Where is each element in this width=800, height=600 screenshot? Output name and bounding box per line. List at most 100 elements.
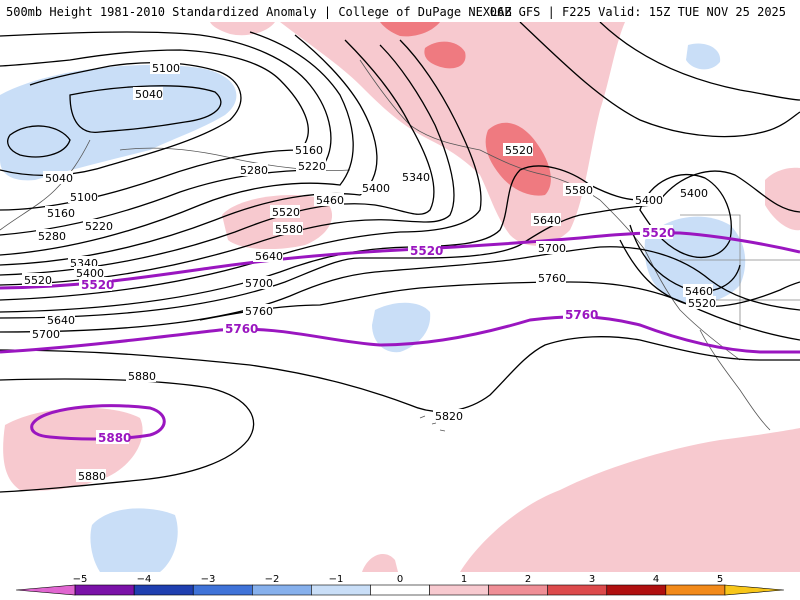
contour-5460 bbox=[0, 44, 455, 286]
contour-5760-black bbox=[199, 281, 800, 341]
contour-label: 5400 bbox=[633, 193, 663, 207]
svg-text:5520: 5520 bbox=[505, 144, 533, 157]
contour-label: 5160 bbox=[293, 143, 323, 157]
colorbar-swatch bbox=[192, 584, 253, 596]
svg-text:5520: 5520 bbox=[272, 206, 300, 219]
colorbar-tick: −1 bbox=[329, 574, 344, 585]
colorbar-swatch bbox=[606, 584, 667, 596]
contour-upper-right-1 bbox=[599, 22, 800, 101]
contour-5100 bbox=[0, 61, 242, 177]
positive-anomaly-region bbox=[765, 167, 800, 231]
contour-label: 5220 bbox=[296, 159, 326, 173]
contour-label: 5640 bbox=[253, 249, 283, 263]
svg-text:5280: 5280 bbox=[240, 164, 268, 177]
svg-text:5460: 5460 bbox=[316, 194, 344, 207]
contour-label: 5520 bbox=[686, 296, 716, 310]
contour-label: 5880 bbox=[126, 369, 156, 383]
purple-contour-5760 bbox=[0, 315, 800, 354]
svg-text:5160: 5160 bbox=[47, 207, 75, 220]
svg-text:5700: 5700 bbox=[245, 277, 273, 290]
highlight-contour-labels: 5520 5520 5520 5760 5760 5880 bbox=[79, 225, 675, 445]
svg-text:5100: 5100 bbox=[152, 62, 180, 75]
svg-text:5160: 5160 bbox=[295, 144, 323, 157]
contour-label: 5700 bbox=[536, 241, 566, 255]
highlight-label: 5520 bbox=[640, 225, 675, 240]
colorbar-tick: 3 bbox=[589, 574, 595, 585]
svg-text:5580: 5580 bbox=[275, 223, 303, 236]
purple-contour-5880 bbox=[30, 404, 166, 441]
contour-label: 5820 bbox=[433, 409, 463, 423]
colorbar-tick: 0 bbox=[397, 574, 403, 585]
colorbar-swatch bbox=[252, 584, 312, 596]
colorbar-ticks: −5 −4 −3 −2 −1 0 1 2 3 4 5 bbox=[73, 574, 724, 585]
svg-text:5340: 5340 bbox=[402, 171, 430, 184]
svg-text:5220: 5220 bbox=[298, 160, 326, 173]
svg-text:5520: 5520 bbox=[24, 274, 52, 287]
colorbar-tick: −5 bbox=[73, 574, 88, 585]
asia-coast bbox=[0, 139, 91, 231]
contour-label: 5340 bbox=[400, 170, 430, 184]
strong-positive-anomaly-region bbox=[424, 41, 466, 69]
svg-text:5400: 5400 bbox=[680, 187, 708, 200]
positive-anomaly-region bbox=[460, 428, 800, 572]
colorbar-swatch bbox=[724, 584, 785, 596]
contour-label: 5100 bbox=[150, 61, 180, 75]
contour-label: 5580 bbox=[273, 222, 303, 236]
strong-positive-anomaly-region bbox=[485, 122, 551, 196]
svg-text:5700: 5700 bbox=[538, 242, 566, 255]
colorbar-swatch bbox=[15, 584, 76, 596]
highlight-label: 5520 bbox=[79, 277, 114, 292]
svg-text:5700: 5700 bbox=[32, 328, 60, 341]
contour-5400 bbox=[0, 39, 435, 276]
svg-text:5760: 5760 bbox=[225, 322, 258, 336]
alaska-coast bbox=[359, 59, 601, 201]
contour-label: 5460 bbox=[314, 193, 344, 207]
svg-text:5400: 5400 bbox=[76, 267, 104, 280]
negative-anomaly-region bbox=[686, 43, 721, 70]
svg-text:5100: 5100 bbox=[70, 191, 98, 204]
contour-label: 5640 bbox=[531, 213, 561, 227]
valid-time: 06Z GFS | F225 Valid: 15Z TUE NOV 25 202… bbox=[489, 5, 786, 19]
positive-anomaly-region bbox=[210, 22, 275, 36]
north-america-coast bbox=[599, 199, 741, 361]
strong-positive-anomaly-region bbox=[380, 22, 440, 37]
contour-label: 5880 bbox=[76, 469, 106, 483]
contour-label: 5400 bbox=[360, 181, 390, 195]
colorbar-tick: −3 bbox=[201, 574, 216, 585]
contour-upper-right-2 bbox=[519, 22, 800, 138]
highlight-label: 5880 bbox=[96, 430, 131, 445]
negative-anomaly-region bbox=[372, 302, 431, 353]
colorbar-swatch bbox=[311, 584, 371, 596]
svg-text:5820: 5820 bbox=[435, 410, 463, 423]
contour-label: 5520 bbox=[22, 273, 52, 287]
contour-label: 5100 bbox=[68, 190, 98, 204]
colorbar-swatch bbox=[488, 584, 548, 596]
contour-5520 bbox=[0, 39, 482, 301]
height-contours bbox=[0, 22, 800, 493]
colorbar-swatch bbox=[547, 584, 608, 596]
contour-label: 5220 bbox=[83, 219, 113, 233]
colorbar-tick: −4 bbox=[137, 574, 152, 585]
negative-anomaly-region bbox=[90, 508, 178, 572]
highlight-label: 5760 bbox=[563, 307, 598, 322]
contour-label: 5460 bbox=[683, 284, 713, 298]
colorbar-swatch bbox=[429, 584, 489, 596]
contour-5280 bbox=[0, 31, 354, 256]
colorbar-tick: 5 bbox=[717, 574, 723, 585]
svg-text:5520: 5520 bbox=[688, 297, 716, 310]
highlight-label: 5520 bbox=[408, 243, 443, 258]
contour-label: 5520 bbox=[503, 143, 533, 157]
svg-text:5400: 5400 bbox=[362, 182, 390, 195]
colorbar-tick: 1 bbox=[461, 574, 467, 585]
contour-5580 bbox=[0, 165, 641, 313]
svg-text:5880: 5880 bbox=[78, 470, 106, 483]
svg-text:5280: 5280 bbox=[38, 230, 66, 243]
svg-text:5520: 5520 bbox=[81, 278, 114, 292]
contour-5220 bbox=[0, 31, 332, 236]
svg-text:5040: 5040 bbox=[135, 88, 163, 101]
contour-upper-right-3 bbox=[659, 170, 800, 213]
svg-text:5520: 5520 bbox=[410, 244, 443, 258]
svg-text:5040: 5040 bbox=[45, 172, 73, 185]
contour-label: 5280 bbox=[238, 163, 268, 177]
svg-text:5640: 5640 bbox=[255, 250, 283, 263]
